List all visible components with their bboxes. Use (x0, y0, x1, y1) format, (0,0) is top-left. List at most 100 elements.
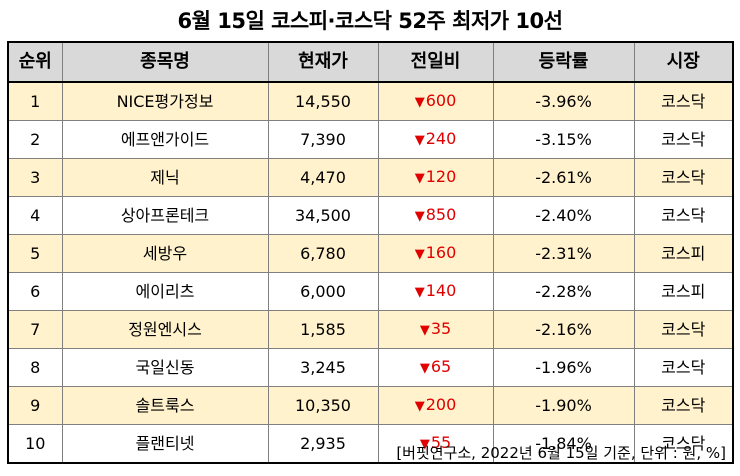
rank-cell: 7 (7, 310, 63, 349)
down-arrow-icon: ▼ (414, 285, 425, 300)
down-arrow-icon: ▼ (414, 95, 425, 110)
change-cell: ▼140 (377, 272, 494, 311)
rate-cell: -3.15% (492, 120, 635, 159)
rank-cell: 10 (7, 424, 63, 464)
table-row: 2 에프앤가이드 7,390 ▼240 -3.15% 코스닥 (7, 120, 734, 159)
price-cell: 6,000 (267, 272, 379, 311)
price-cell: 1,585 (267, 310, 379, 349)
down-arrow-icon: ▼ (414, 399, 425, 414)
header-change: 전일비 (377, 41, 494, 83)
rate-cell: -2.28% (492, 272, 635, 311)
price-cell: 4,470 (267, 158, 379, 197)
stock-name-cell: 국일신동 (61, 348, 269, 387)
header-price: 현재가 (267, 41, 379, 83)
change-cell: ▼600 (377, 81, 494, 121)
rank-cell: 9 (7, 386, 63, 425)
header-name: 종목명 (61, 41, 269, 83)
change-cell: ▼35 (377, 310, 494, 349)
stock-name-cell: 제닉 (61, 158, 269, 197)
stock-name-cell: NICE평가정보 (61, 81, 269, 121)
market-cell: 코스닥 (633, 310, 734, 349)
table-body: 1 NICE평가정보 14,550 ▼600 -3.96% 코스닥 2 에프앤가이드 7,390… (7, 81, 734, 464)
table-row: 7 정원엔시스 1,585 ▼35 -2.16% 코스닥 (7, 310, 734, 349)
stock-table: 순위 종목명 현재가 전일비 등락률 시장 1 NICE평가정보 14,550 ▼60… (7, 41, 734, 464)
table-row: 3 제닉 4,470 ▼120 -2.61% 코스닥 (7, 158, 734, 197)
change-cell: ▼160 (377, 234, 494, 273)
table-row: 10 플랜티넷 2,935 ▼55 -1.84% 코스닥 (7, 424, 734, 464)
rate-cell: -2.40% (492, 196, 635, 235)
change-cell: ▼55 (377, 424, 494, 464)
down-arrow-icon: ▼ (414, 171, 425, 186)
price-cell: 10,350 (267, 386, 379, 425)
down-arrow-icon: ▼ (414, 247, 425, 262)
table-row: 8 국일신동 3,245 ▼65 -1.96% 코스닥 (7, 348, 734, 387)
rank-cell: 2 (7, 120, 63, 159)
rank-cell: 1 (7, 81, 63, 121)
market-cell: 코스닥 (633, 81, 734, 121)
price-cell: 7,390 (267, 120, 379, 159)
rate-cell: -1.84% (492, 424, 635, 464)
market-cell: 코스닥 (633, 196, 734, 235)
change-value: 240 (425, 129, 457, 148)
change-cell: ▼850 (377, 196, 494, 235)
rank-cell: 6 (7, 272, 63, 311)
stock-name-cell: 정원엔시스 (61, 310, 269, 349)
rank-cell: 3 (7, 158, 63, 197)
change-value: 120 (425, 167, 457, 186)
rank-cell: 4 (7, 196, 63, 235)
rate-cell: -2.31% (492, 234, 635, 273)
rate-cell: -2.61% (492, 158, 635, 197)
rate-cell: -3.96% (492, 81, 635, 121)
down-arrow-icon: ▼ (414, 209, 425, 224)
market-cell: 코스닥 (633, 158, 734, 197)
change-value: 600 (425, 91, 457, 110)
table-row: 9 솔트룩스 10,350 ▼200 -1.90% 코스닥 (7, 386, 734, 425)
stock-name-cell: 에프앤가이드 (61, 120, 269, 159)
stock-name-cell: 에이리츠 (61, 272, 269, 311)
stock-name-cell: 솔트룩스 (61, 386, 269, 425)
rank-cell: 5 (7, 234, 63, 273)
market-cell: 코스닥 (633, 424, 734, 464)
market-cell: 코스피 (633, 234, 734, 273)
table-row: 6 에이리츠 6,000 ▼140 -2.28% 코스피 (7, 272, 734, 311)
price-cell: 3,245 (267, 348, 379, 387)
table-header-row: 순위 종목명 현재가 전일비 등락률 시장 (7, 41, 734, 83)
rate-cell: -1.90% (492, 386, 635, 425)
stock-name-cell: 상아프론테크 (61, 196, 269, 235)
header-market: 시장 (633, 41, 734, 83)
rank-cell: 8 (7, 348, 63, 387)
change-cell: ▼200 (377, 386, 494, 425)
down-arrow-icon: ▼ (419, 437, 430, 452)
down-arrow-icon: ▼ (419, 323, 430, 338)
market-cell: 코스피 (633, 272, 734, 311)
down-arrow-icon: ▼ (414, 133, 425, 148)
table-row: 1 NICE평가정보 14,550 ▼600 -3.96% 코스닥 (7, 81, 734, 121)
market-cell: 코스닥 (633, 348, 734, 387)
page-title: 6월 15일 코스피·코스닥 52주 최저가 10선 (177, 9, 563, 33)
stock-name-cell: 세방우 (61, 234, 269, 273)
header-rate: 등락률 (492, 41, 635, 83)
change-value: 65 (430, 357, 452, 376)
table-row: 5 세방우 6,780 ▼160 -2.31% 코스피 (7, 234, 734, 273)
source-note: [버핏연구소, 2022년 6월 15일 기준, 단위 : 원, %] (396, 444, 726, 462)
price-cell: 14,550 (267, 81, 379, 121)
price-cell: 34,500 (267, 196, 379, 235)
change-value: 55 (430, 433, 452, 452)
change-value: 850 (425, 205, 457, 224)
header-rank: 순위 (7, 41, 63, 83)
change-value: 160 (425, 243, 457, 262)
down-arrow-icon: ▼ (419, 361, 430, 376)
change-value: 140 (425, 281, 457, 300)
price-cell: 2,935 (267, 424, 379, 464)
table-row: 4 상아프론테크 34,500 ▼850 -2.40% 코스닥 (7, 196, 734, 235)
stock-name-cell: 플랜티넷 (61, 424, 269, 464)
change-cell: ▼240 (377, 120, 494, 159)
price-cell: 6,780 (267, 234, 379, 273)
change-value: 35 (430, 319, 452, 338)
rate-cell: -1.96% (492, 348, 635, 387)
market-cell: 코스닥 (633, 120, 734, 159)
rate-cell: -2.16% (492, 310, 635, 349)
change-cell: ▼120 (377, 158, 494, 197)
change-value: 200 (425, 395, 457, 414)
